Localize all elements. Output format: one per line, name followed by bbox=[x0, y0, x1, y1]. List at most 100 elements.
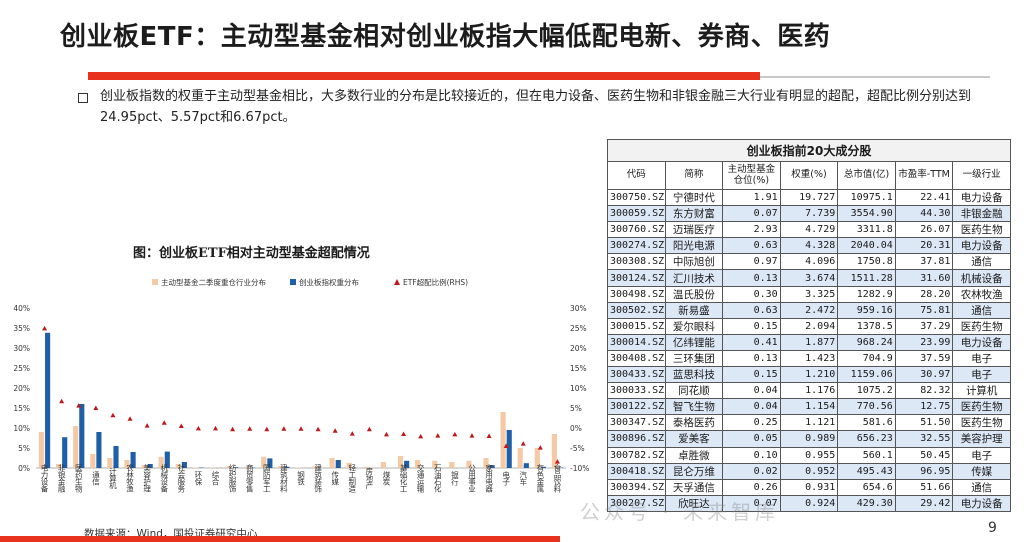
table-cell: 0.07 bbox=[722, 494, 781, 512]
table-cell: 75.81 bbox=[894, 301, 954, 319]
table-cell: 2.472 bbox=[779, 301, 839, 319]
footer-accent-bar bbox=[0, 536, 560, 542]
x-category-label: 轻工制造 bbox=[348, 463, 357, 494]
table-cell: 300782.SZ bbox=[607, 446, 666, 464]
table-cell: 3311.8 bbox=[837, 221, 896, 239]
table-cell: 704.9 bbox=[837, 349, 896, 368]
table-cell: 同花顺 bbox=[664, 382, 724, 400]
legend-label: ETF超配比例(RHS) bbox=[403, 277, 468, 287]
table-row: 300122.SZ 智飞生物 0.04 1.154 770.56 12.75 医药生物 bbox=[607, 398, 1011, 416]
bar bbox=[164, 451, 170, 468]
table-cell: 电力设备 bbox=[952, 237, 1011, 255]
table-cell: 非银金融 bbox=[952, 205, 1011, 223]
table-caption: 创业板指前20大成分股 bbox=[607, 139, 1011, 162]
table-row: 300782.SZ 卓胜微 0.10 0.955 560.1 50.45 电子 bbox=[607, 446, 1011, 464]
overweight-point bbox=[469, 433, 475, 438]
table-cell: 37.59 bbox=[894, 349, 954, 368]
legend-marker bbox=[394, 279, 400, 285]
y-tick-left: 20% bbox=[13, 384, 30, 393]
table-cell: 300418.SZ bbox=[607, 462, 666, 480]
table-cell: 300033.SZ bbox=[607, 382, 666, 400]
overweight-point bbox=[315, 426, 321, 432]
x-category-label: 社会服务 bbox=[177, 463, 186, 494]
table-cell: 1750.8 bbox=[837, 253, 896, 271]
table-cell: 28.20 bbox=[894, 285, 954, 303]
overweight-point bbox=[401, 431, 407, 436]
table-cell: 电力设备 bbox=[952, 494, 1011, 512]
overweight-point bbox=[76, 403, 82, 408]
table-header-cell: 主动型基金仓位(%) bbox=[722, 161, 781, 190]
table-header-cell: 一级行业 bbox=[952, 161, 1011, 190]
x-category-label: 建筑装饰 bbox=[313, 463, 322, 494]
table-cell: 通信 bbox=[952, 253, 1011, 271]
table-row: 300347.SZ 泰格医药 0.25 1.121 581.6 51.50 医药生物 bbox=[607, 414, 1011, 432]
table-cell: 0.63 bbox=[722, 237, 781, 255]
bar bbox=[45, 332, 51, 468]
table-cell: 300207.SZ bbox=[607, 494, 666, 512]
table-row: 300394.SZ 天孚通信 0.26 0.931 654.6 51.66 通信 bbox=[607, 478, 1011, 496]
x-category-label: 计算机 bbox=[108, 466, 117, 490]
table-cell: 智飞生物 bbox=[664, 398, 724, 416]
bar bbox=[158, 456, 164, 468]
y-tick-left: 35% bbox=[13, 324, 30, 333]
x-category-label: 非银金融 bbox=[57, 463, 66, 494]
table-cell: 医药生物 bbox=[952, 398, 1011, 416]
table-cell: 19.727 bbox=[779, 188, 839, 207]
y-tick-left: 15% bbox=[13, 404, 30, 413]
table-cell: 0.25 bbox=[722, 414, 781, 432]
table-cell: 300498.SZ bbox=[607, 285, 666, 303]
legend-label: 创业板指权重分布 bbox=[299, 277, 359, 287]
x-category-label: 医药生物 bbox=[74, 464, 83, 494]
chart-title: 图：创业板ETF相对主动型基金超配情况 bbox=[133, 246, 370, 261]
overweight-point bbox=[281, 426, 287, 431]
bar bbox=[540, 466, 546, 468]
x-category-label: 电子 bbox=[501, 470, 510, 486]
table-cell: 37.29 bbox=[894, 317, 954, 335]
overweight-point bbox=[127, 416, 133, 421]
overweight-point bbox=[452, 431, 458, 437]
table-cell: 300308.SZ bbox=[607, 253, 666, 271]
overweight-point bbox=[537, 445, 543, 450]
bar bbox=[517, 448, 523, 468]
table-header-cell: 代码 bbox=[607, 161, 666, 190]
y-tick-left: 30% bbox=[13, 344, 30, 353]
table-row: 300502.SZ 新易盛 0.63 2.472 959.16 75.81 通信 bbox=[607, 301, 1011, 319]
table-cell: 300015.SZ bbox=[607, 317, 666, 335]
table-cell: 亿纬锂能 bbox=[664, 333, 724, 351]
table-cell: 300433.SZ bbox=[607, 366, 666, 384]
table-cell: 欣旺达 bbox=[664, 494, 724, 512]
table-cell: 爱尔眼科 bbox=[664, 317, 724, 335]
overweight-point bbox=[349, 431, 355, 436]
table-cell: 4.328 bbox=[779, 237, 839, 255]
table-cell: 581.6 bbox=[837, 414, 896, 432]
bar bbox=[432, 460, 438, 468]
table-cell: 通信 bbox=[952, 301, 1011, 319]
table-cell: 美容护理 bbox=[952, 430, 1011, 448]
overweight-point bbox=[366, 426, 372, 432]
table-cell: 电力设备 bbox=[952, 333, 1011, 351]
table-row: 300498.SZ 温氏股份 0.30 3.325 1282.9 28.20 农林牧渔 bbox=[607, 285, 1011, 303]
table-cell: 770.56 bbox=[837, 398, 896, 416]
overweight-point bbox=[418, 433, 424, 439]
table-cell: 300760.SZ bbox=[607, 221, 666, 239]
table-cell: 968.24 bbox=[837, 333, 896, 351]
x-category-label: 有色金属 bbox=[536, 463, 545, 494]
x-category-label: 环保 bbox=[194, 471, 203, 487]
overweight-point bbox=[161, 420, 167, 425]
overweight-point bbox=[383, 431, 389, 437]
x-category-label: 食品饮料 bbox=[553, 463, 562, 494]
table-cell: 300274.SZ bbox=[607, 237, 666, 255]
table-cell: 0.989 bbox=[779, 430, 839, 448]
table-row: 300750.SZ 宁德时代 1.91 19.727 10975.1 22.41 电力设备 bbox=[607, 188, 1011, 207]
table-cell: 12.75 bbox=[894, 398, 954, 416]
y-tick-left: 10% bbox=[13, 424, 30, 433]
table-cell: 新易盛 bbox=[664, 301, 724, 319]
x-category-label: 建筑材料 bbox=[279, 463, 288, 494]
table-cell: 300014.SZ bbox=[607, 333, 666, 351]
table-cell: 0.13 bbox=[722, 349, 781, 368]
table-cell: 2.094 bbox=[779, 317, 839, 335]
table-cell: 温氏股份 bbox=[664, 285, 724, 303]
overweight-point bbox=[486, 433, 492, 438]
overweight-point bbox=[554, 459, 560, 464]
